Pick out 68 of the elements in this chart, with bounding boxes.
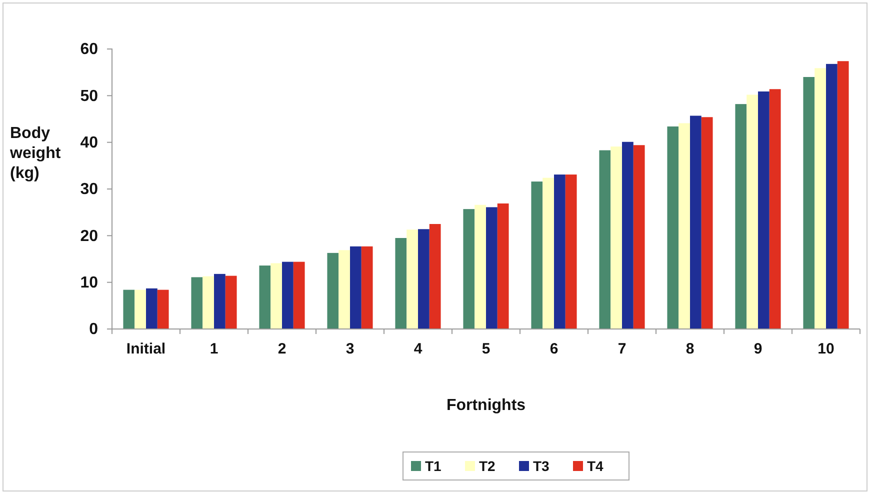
bar [225,276,237,329]
legend-label: T4 [587,458,604,474]
bar [565,174,577,329]
bar [293,262,305,329]
y-tick-label: 50 [80,88,98,105]
bar [146,288,158,329]
bar [542,178,554,329]
bar [735,104,747,329]
x-tick-label: 6 [550,340,558,358]
legend-label: T2 [479,458,496,474]
bar [191,277,203,329]
bar [474,204,486,329]
bar [463,209,475,329]
x-tick-label: 8 [686,340,694,358]
bar [395,238,407,329]
y-tick-label: 30 [80,181,98,198]
bar [361,246,373,329]
bar [123,290,135,329]
x-tick-label: 10 [818,340,834,358]
x-tick-label: 7 [618,340,626,358]
bar [758,91,770,329]
x-axis-title: Fortnights [446,397,526,414]
y-tick-label: 20 [80,228,98,245]
legend-label: T1 [425,458,442,474]
y-axis-title: Body weight (kg) [9,125,62,182]
bar [418,229,430,329]
bar [214,274,226,329]
x-tick-label: 9 [754,340,762,358]
y-tick-label: 60 [80,41,98,58]
bar [134,290,146,329]
bar [837,61,849,329]
x-tick-label: 3 [346,340,354,358]
bar [327,252,339,329]
bar [202,276,214,329]
bar [769,89,781,329]
bar [826,64,838,329]
x-tick-label: Initial [126,340,166,358]
bar [406,230,418,329]
bar [803,77,815,329]
x-tick-label: 2 [278,340,286,358]
bar [429,224,441,329]
bar [746,94,758,329]
bar [282,262,294,329]
bar [633,145,645,329]
bar [270,263,282,329]
bar [690,116,702,329]
bar [350,246,362,329]
bar [338,250,350,329]
legend-label: T3 [533,458,550,474]
y-tick-label: 10 [80,274,98,292]
bar [486,207,498,329]
x-tick-label: 1 [210,340,218,358]
bar [678,123,690,329]
x-tick-label: 4 [414,340,423,358]
bar [554,174,566,329]
y-tick-label: 0 [89,321,98,338]
bar [610,146,622,329]
bar [701,117,713,329]
bar [814,68,826,329]
bar [599,150,611,329]
y-tick-label: 40 [80,134,98,152]
bar [497,203,509,329]
x-tick-label: 5 [482,340,490,358]
bar [157,290,169,329]
bar [622,142,634,329]
bar [531,182,543,329]
bar [667,126,679,329]
bar [259,266,271,329]
